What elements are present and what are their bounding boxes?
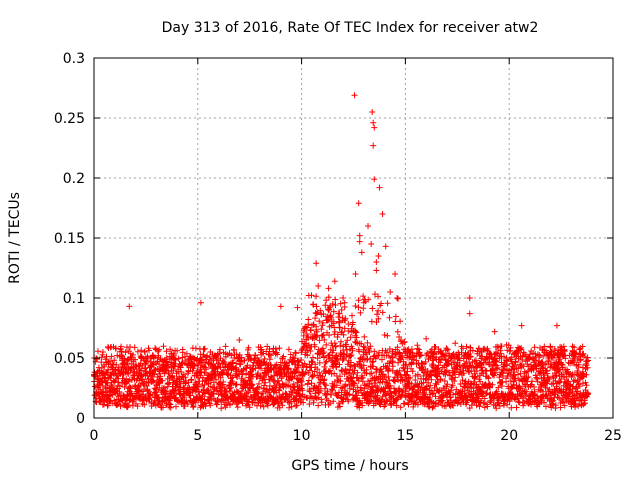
scatter-point [236, 337, 243, 343]
scatter-point [329, 301, 336, 307]
scatter-point [360, 299, 367, 306]
scatter-point [491, 328, 498, 335]
x-tick-label: 10 [293, 428, 311, 444]
y-tick-label: 0.1 [63, 291, 85, 307]
y-tick-label: 0.25 [54, 111, 85, 127]
scatter-point [368, 241, 375, 247]
y-axis-label: ROTI / TECUs [7, 192, 23, 284]
scatter-point [373, 259, 380, 265]
y-tick-label: 0.2 [63, 171, 85, 187]
scatter-point [355, 200, 362, 207]
chart-title: Day 313 of 2016, Rate Of TEC Index for r… [162, 20, 539, 36]
ticks-layer [93, 57, 614, 419]
scatter-point [365, 223, 372, 229]
x-tick-label: 0 [90, 428, 99, 444]
scatter-point [294, 304, 301, 311]
scatter-point [356, 238, 363, 245]
scatter-point [197, 299, 204, 306]
scatter-point [351, 92, 358, 99]
y-tick-label: 0.15 [54, 231, 85, 247]
scatter-point [352, 271, 359, 277]
scatter-point [392, 271, 399, 277]
x-axis-label: GPS time / hours [291, 458, 408, 474]
scatter-point [376, 184, 383, 191]
scatter-point [358, 249, 365, 256]
scatter-point [518, 322, 525, 329]
scatter-point [313, 260, 320, 267]
scatter-point [277, 303, 284, 310]
scatter-point [325, 285, 332, 292]
scatter-point [369, 109, 376, 115]
points-layer [91, 92, 592, 412]
x-tick-label: 25 [604, 428, 622, 444]
scatter-point [315, 283, 322, 289]
scatter-point [371, 124, 378, 131]
scatter-point [371, 176, 378, 183]
labels-layer: 0 5 10 15 20 25 0 0.05 0.1 0.15 0.2 0.25 0.3 [54, 51, 622, 444]
y-tick-label: 0.05 [54, 351, 85, 367]
scatter-point [423, 335, 430, 342]
scatter-point [375, 253, 382, 259]
scatter-point [356, 232, 363, 239]
y-tick-label: 0.3 [63, 51, 85, 67]
scatter-point [466, 295, 473, 301]
scatter-point [331, 278, 338, 285]
scatter-point [373, 267, 380, 274]
scatter-point [340, 295, 347, 301]
scatter-point [379, 211, 386, 217]
scatter-point [466, 310, 473, 317]
scatter-point [394, 295, 401, 301]
y-tick-label: 0 [76, 411, 85, 427]
scatter-point [126, 303, 133, 310]
x-tick-label: 5 [193, 428, 202, 444]
scatter-point [382, 243, 389, 250]
x-tick-label: 15 [396, 428, 414, 444]
scatter-point [370, 142, 377, 149]
scatter-point [553, 322, 560, 329]
scatter-point [370, 119, 377, 126]
x-tick-label: 20 [500, 428, 518, 444]
